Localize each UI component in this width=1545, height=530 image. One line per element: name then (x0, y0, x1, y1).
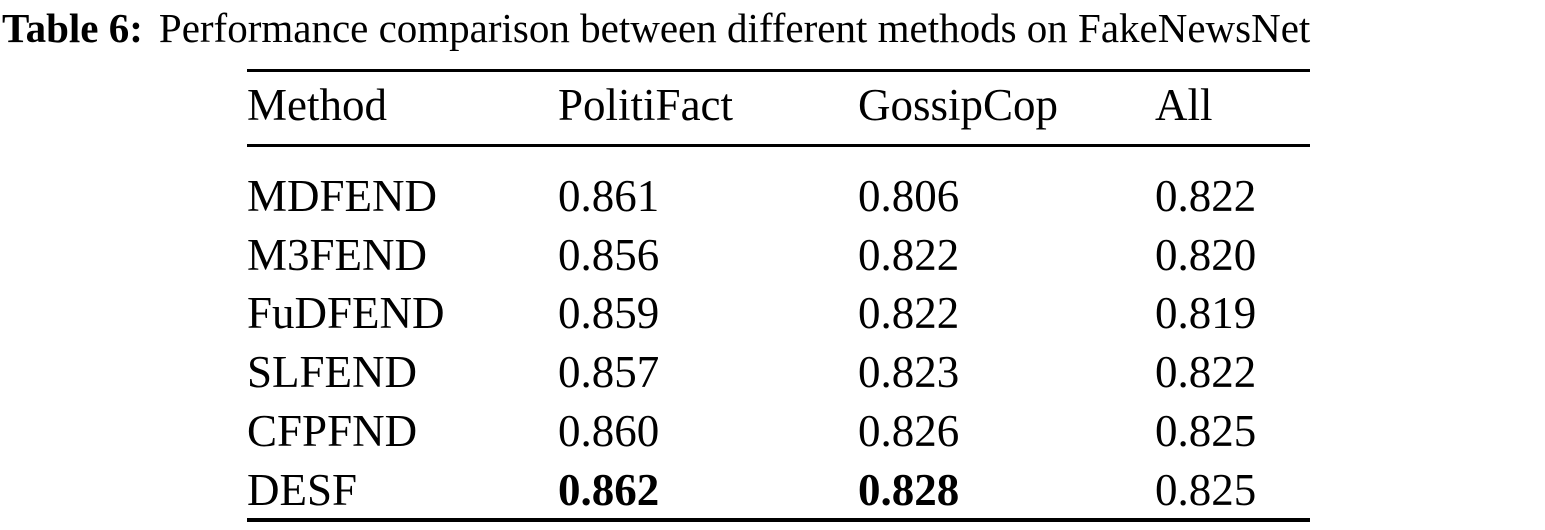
table-row: MDFEND 0.861 0.806 0.822 (247, 171, 1310, 221)
table-row: CFPFND 0.860 0.826 0.825 (247, 406, 1310, 456)
table-caption-label: Table 6: (2, 5, 143, 51)
method-cell: DESF (247, 464, 358, 515)
value-cell: 0.860 (558, 405, 660, 456)
method-cell: FuDFEND (247, 288, 445, 339)
value-cell: 0.828 (858, 464, 960, 515)
table-top-rule (247, 69, 1310, 72)
value-cell: 0.825 (1155, 464, 1257, 515)
column-header-politifact: PolitiFact (558, 80, 734, 130)
table-row: M3FEND 0.856 0.822 0.820 (247, 230, 1310, 280)
value-cell: 0.806 (858, 171, 960, 221)
method-cell: SLFEND (247, 347, 418, 398)
table-caption-text: Performance comparison between different… (158, 5, 1311, 51)
value-cell: 0.861 (558, 171, 660, 221)
value-cell: 0.856 (558, 229, 660, 280)
value-cell: 0.862 (558, 464, 660, 515)
value-cell: 0.822 (858, 288, 960, 339)
table-header-rule (247, 144, 1310, 147)
method-cell: M3FEND (247, 229, 428, 280)
table-header-row: Method PolitiFact GossipCop All (247, 80, 1310, 130)
method-cell: CFPFND (247, 405, 418, 456)
value-cell: 0.857 (558, 347, 660, 398)
value-cell: 0.822 (858, 229, 960, 280)
table-caption: Table 6: Performance comparison between d… (2, 0, 1545, 56)
method-cell: MDFEND (247, 171, 438, 221)
column-header-method: Method (247, 80, 387, 130)
results-table: Method PolitiFact GossipCop All MDFEND 0.… (247, 0, 1310, 530)
value-cell: 0.823 (858, 347, 960, 398)
value-cell: 0.859 (558, 288, 660, 339)
value-cell: 0.822 (1155, 347, 1257, 398)
value-cell: 0.819 (1155, 288, 1257, 339)
column-header-gossipcop: GossipCop (858, 80, 1059, 130)
value-cell: 0.826 (858, 405, 960, 456)
table-bottom-rule (247, 518, 1310, 522)
value-cell: 0.820 (1155, 229, 1257, 280)
table-row: DESF 0.862 0.828 0.825 (247, 465, 1310, 515)
value-cell: 0.825 (1155, 405, 1257, 456)
column-header-all: All (1155, 80, 1213, 130)
value-cell: 0.822 (1155, 171, 1257, 221)
table-row: SLFEND 0.857 0.823 0.822 (247, 347, 1310, 397)
table-row: FuDFEND 0.859 0.822 0.819 (247, 288, 1310, 338)
